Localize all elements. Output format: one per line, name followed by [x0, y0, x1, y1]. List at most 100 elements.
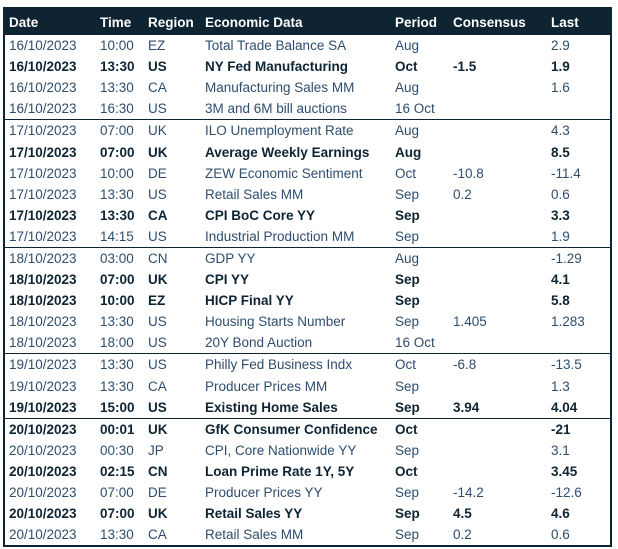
cell-time: 02:15 — [100, 463, 135, 479]
cell-consensus: -6.8 — [449, 353, 547, 376]
cell-consensus — [449, 119, 547, 142]
cell-consensus — [449, 205, 547, 226]
cell-event: 3M and 6M bill auctions — [205, 101, 347, 117]
cell-region: CA — [148, 207, 168, 223]
cell-last: -1.29 — [547, 246, 611, 270]
cell-region: US — [148, 228, 167, 244]
cell-last: -11.4 — [551, 165, 581, 181]
cell-region: UK — [144, 417, 201, 440]
cell-consensus: -10.8 — [453, 165, 484, 181]
cell-region: UK — [144, 119, 201, 142]
cell-period: 16 Oct — [395, 335, 435, 351]
cell-time: 13:30 — [96, 353, 144, 376]
table-row: 17/10/2023 10:00 DE ZEW Economic Sentiment O… — [4, 163, 611, 184]
cell-last: 5.8 — [551, 293, 570, 309]
cell-time: 15:00 — [100, 399, 135, 415]
cell-last: 2.9 — [551, 38, 570, 54]
cell-date: 19/10/2023 — [9, 378, 77, 394]
economic-calendar: Date Time Region Economic Data Period Co… — [3, 7, 612, 548]
cell-region: CA — [148, 80, 167, 96]
cell-last: 4.04 — [551, 399, 578, 415]
cell-date: 16/10/2023 — [9, 101, 77, 117]
table-row: 19/10/2023 15:00 US Existing Home Sales Sep 3… — [4, 397, 611, 419]
cell-last — [547, 98, 611, 120]
cell-region: CA — [148, 527, 167, 543]
cell-last: 3.3 — [551, 207, 570, 223]
cell-consensus — [449, 141, 547, 162]
table-row: 20/10/2023 02:15 CN Loan Prime Rate 1Y, 5Y O… — [4, 461, 611, 482]
cell-event: Manufacturing Sales MM — [205, 80, 355, 96]
cell-region: EZ — [148, 38, 166, 54]
cell-region: EZ — [148, 293, 166, 309]
cell-last: 4.1 — [551, 272, 570, 288]
cell-region: UK — [148, 272, 168, 288]
cell-consensus: 1.405 — [453, 314, 487, 330]
cell-event: Retail Sales MM — [205, 527, 304, 543]
cell-region: US — [148, 101, 167, 117]
table-row: 19/10/2023 13:30 US Philly Fed Business Ind… — [4, 353, 611, 376]
cell-period: Aug — [391, 119, 449, 142]
cell-time: 07:00 — [100, 506, 135, 522]
cell-time: 13:30 — [100, 314, 134, 330]
cell-time: 00:01 — [96, 417, 144, 440]
cell-time: 10:00 — [100, 165, 134, 181]
cell-consensus: 0.2 — [453, 186, 472, 202]
cell-last: -21 — [547, 417, 611, 440]
cell-event: Philly Fed Business Indx — [201, 353, 391, 376]
cell-event: Retail Sales MM — [205, 186, 304, 202]
cell-date: 18/10/2023 — [9, 335, 77, 351]
cell-region: US — [144, 353, 201, 376]
cell-time: 03:00 — [96, 246, 144, 270]
cell-event: Producer Prices YY — [205, 485, 323, 501]
cell-period: Sep — [395, 207, 420, 223]
cell-event: Housing Starts Number — [205, 314, 346, 330]
cell-event: Loan Prime Rate 1Y, 5Y — [205, 463, 355, 479]
cell-date: 16/10/2023 — [9, 59, 77, 75]
cell-event: Average Weekly Earnings — [205, 144, 370, 160]
economic-calendar-table: Date Time Region Economic Data Period Co… — [3, 7, 612, 548]
cell-event: CPI, Core Nationwide YY — [205, 442, 357, 458]
cell-period: Sep — [395, 272, 420, 288]
cell-last: 1.9 — [551, 228, 570, 244]
cell-last: 1.9 — [551, 59, 570, 75]
cell-consensus: -14.2 — [453, 485, 484, 501]
cell-date: 20/10/2023 — [9, 485, 77, 501]
table-row: 18/10/2023 10:00 EZ HICP Final YY Sep 5.8 — [4, 290, 611, 311]
col-header-consensus: Consensus — [449, 8, 547, 35]
cell-consensus — [449, 417, 547, 440]
table-row: 16/10/2023 13:30 US NY Fed Manufacturing Oct… — [4, 56, 611, 77]
cell-time: 13:30 — [100, 378, 134, 394]
cell-region: CN — [148, 463, 168, 479]
table-row: 18/10/2023 03:00 CN GDP YY Aug -1.29 — [4, 246, 611, 270]
col-header-date: Date — [4, 8, 96, 35]
cell-period: Sep — [395, 485, 420, 501]
cell-region: JP — [148, 442, 164, 458]
cell-date: 20/10/2023 — [9, 527, 77, 543]
cell-period: Aug — [395, 144, 422, 160]
cell-event: GDP YY — [201, 246, 391, 270]
cell-consensus: 0.2 — [453, 527, 472, 543]
table-row: 17/10/2023 14:15 US Industrial Production M… — [4, 226, 611, 248]
cell-time: 07:00 — [100, 485, 134, 501]
cell-consensus — [449, 461, 547, 482]
cell-consensus — [449, 269, 547, 290]
table-row: 17/10/2023 07:00 UK ILO Unemployment Rate Au… — [4, 119, 611, 142]
cell-period: Oct — [395, 463, 418, 479]
table-row: 17/10/2023 13:30 US Retail Sales MM Sep 0.2 0.… — [4, 184, 611, 205]
cell-date: 17/10/2023 — [9, 144, 77, 160]
cell-time: 13:30 — [100, 527, 134, 543]
cell-time: 10:00 — [100, 38, 134, 54]
cell-date: 17/10/2023 — [9, 165, 77, 181]
cell-event: Existing Home Sales — [205, 399, 338, 415]
cell-date: 18/10/2023 — [9, 272, 77, 288]
cell-event: GfK Consumer Confidence — [201, 417, 391, 440]
cell-period: Aug — [395, 38, 420, 54]
cell-last: 3.45 — [551, 463, 578, 479]
cell-region: CA — [148, 378, 167, 394]
cell-region: DE — [148, 485, 167, 501]
cell-date: 19/10/2023 — [4, 353, 96, 376]
table-row: 16/10/2023 10:00 EZ Total Trade Balance SA A… — [4, 35, 611, 56]
table-header: Date Time Region Economic Data Period Co… — [4, 8, 611, 35]
table-row: 20/10/2023 00:30 JP CPI, Core Nationwide YY… — [4, 440, 611, 461]
cell-time: 13:30 — [100, 80, 134, 96]
